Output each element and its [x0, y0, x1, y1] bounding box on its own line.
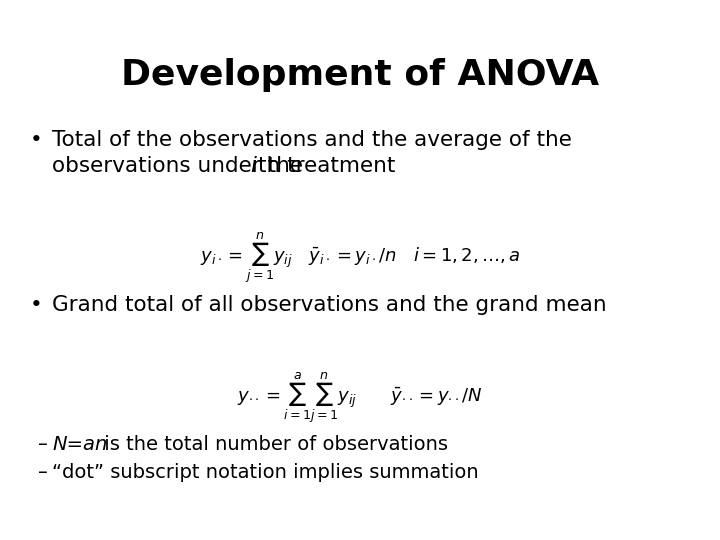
Text: •: •	[30, 295, 42, 315]
Text: th treatment: th treatment	[258, 156, 395, 176]
Text: –: –	[38, 435, 48, 454]
Text: Development of ANOVA: Development of ANOVA	[121, 58, 599, 92]
Text: observations under the: observations under the	[52, 156, 310, 176]
Text: •: •	[30, 130, 42, 150]
Text: Grand total of all observations and the grand mean: Grand total of all observations and the …	[52, 295, 607, 315]
Text: “dot” subscript notation implies summation: “dot” subscript notation implies summati…	[52, 463, 479, 482]
Text: $y_{\cdot\cdot} = \sum_{i=1}^{a} \sum_{j=1}^{n} y_{ij} \qquad \bar{y}_{\cdot\cdo: $y_{\cdot\cdot} = \sum_{i=1}^{a} \sum_{j…	[238, 370, 482, 425]
Text: i: i	[250, 156, 256, 176]
Text: Total of the observations and the average of the: Total of the observations and the averag…	[52, 130, 572, 150]
Text: –: –	[38, 463, 48, 482]
Text: N=an: N=an	[52, 435, 107, 454]
Text: is the total number of observations: is the total number of observations	[98, 435, 448, 454]
Text: $y_{i\cdot} = \sum_{j=1}^{n} y_{ij} \quad \bar{y}_{i\cdot} = y_{i\cdot}/n \quad : $y_{i\cdot} = \sum_{j=1}^{n} y_{ij} \qua…	[199, 230, 521, 285]
